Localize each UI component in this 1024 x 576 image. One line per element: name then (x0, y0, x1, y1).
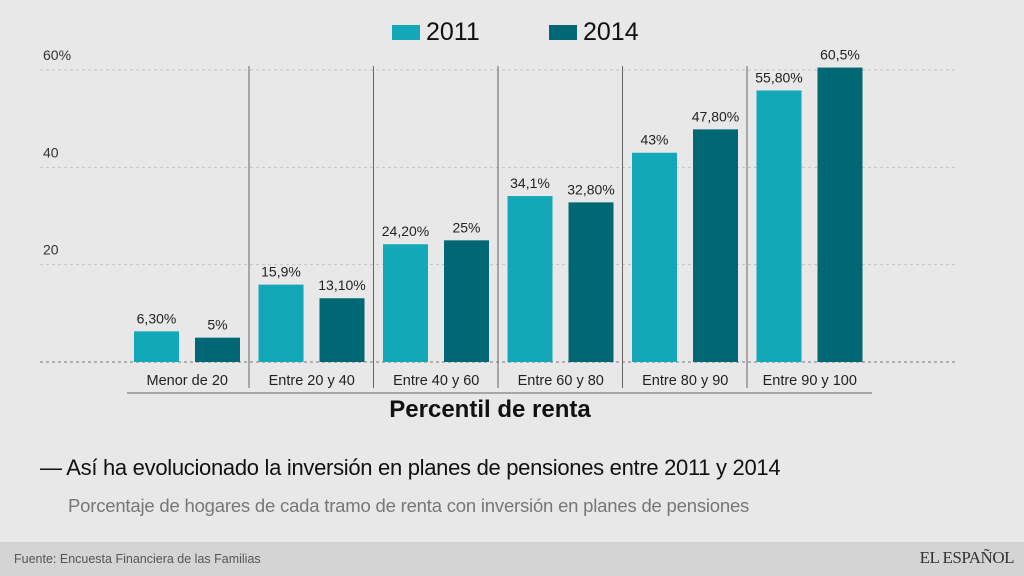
brand-logo: EL ESPAÑOL (919, 548, 1015, 567)
bar-2011-5 (756, 90, 802, 362)
bar-2011-4 (632, 152, 677, 362)
chart-headline: — Así ha evolucionado la inversión en pl… (40, 455, 781, 480)
legend-label-2011: 2011 (426, 18, 480, 46)
chart-subtitle: Porcentaje de hogares de cada tramo de r… (68, 495, 750, 516)
y-tick-label-60: 60% (43, 47, 71, 63)
x-tick-label-4: Entre 80 y 90 (642, 373, 728, 389)
y-tick-label-40: 40 (43, 144, 59, 160)
data-label-2014-4: 47,80% (692, 108, 739, 124)
chart-legend: 2011 2014 (0, 18, 1024, 48)
legend-label-2014: 2014 (583, 18, 639, 46)
bar-2011-2 (383, 244, 428, 362)
x-tick-label-2: Entre 40 y 60 (393, 373, 479, 389)
bar-2011-3 (507, 196, 553, 362)
x-tick-label-5: Entre 90 y 100 (763, 373, 857, 389)
x-axis-title: Percentil de renta (389, 396, 591, 423)
data-label-2011-0: 6,30% (137, 310, 177, 326)
bar-2011-1 (258, 284, 304, 362)
bar-2014-3 (568, 202, 614, 362)
source-note: Fuente: Encuesta Financiera de las Famil… (14, 552, 261, 566)
bar-2014-0 (195, 337, 240, 362)
x-tick-label-3: Entre 60 y 80 (518, 373, 604, 389)
bar-2014-1 (319, 298, 365, 362)
x-tick-label-0: Menor de 20 (147, 373, 228, 389)
data-label-2014-2: 25% (452, 219, 480, 235)
footer: Fuente: Encuesta Financiera de las Famil… (0, 542, 1024, 576)
x-tick-label-1: Entre 20 y 40 (269, 373, 355, 389)
data-label-2011-3: 34,1% (510, 175, 550, 191)
data-label-2014-3: 32,80% (567, 181, 614, 197)
legend-item-2014: 2014 (549, 18, 639, 47)
legend-item-2011: 2011 (392, 18, 480, 47)
legend-swatch-2014 (549, 25, 577, 40)
data-label-2011-2: 24,20% (382, 223, 429, 239)
data-label-2014-0: 5% (207, 317, 227, 333)
data-label-2011-4: 43% (640, 132, 668, 148)
y-tick-label-20: 20 (43, 242, 59, 258)
bar-2014-2 (444, 240, 489, 362)
data-label-2011-5: 55,80% (755, 69, 802, 85)
legend-swatch-2011 (392, 25, 420, 40)
bar-chart: 20 40 60% 6,30% 5% Menor de 20 15,9% 13,10% Entr… (40, 47, 955, 394)
bar-2014-4 (693, 129, 738, 362)
bar-2014-5 (817, 67, 863, 363)
data-label-2011-1: 15,9% (261, 264, 301, 280)
data-label-2014-1: 13,10% (318, 277, 365, 293)
data-label-2014-5: 60,5% (820, 47, 860, 63)
bar-2011-0 (134, 331, 179, 362)
